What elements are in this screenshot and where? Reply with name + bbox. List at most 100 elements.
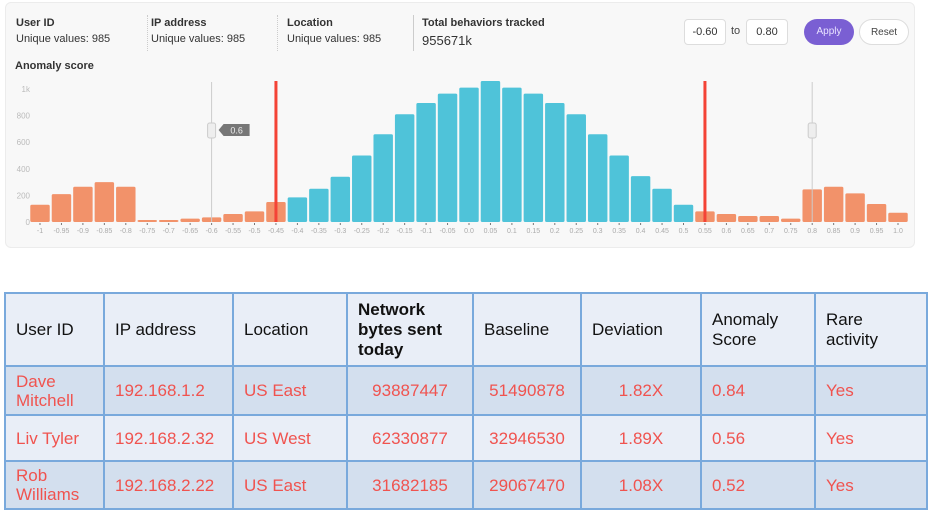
cell-anomaly-score: 0.56 xyxy=(700,414,816,462)
bar xyxy=(287,197,308,222)
bar xyxy=(394,114,415,222)
stat-user-id: User ID Unique values: 985 xyxy=(16,17,111,45)
bar xyxy=(437,93,458,222)
bar xyxy=(630,176,651,222)
header-baseline: Baseline xyxy=(472,292,582,367)
bar xyxy=(309,188,329,222)
divider xyxy=(147,15,148,51)
x-tick-label: 0.45 xyxy=(655,228,669,235)
bar xyxy=(480,81,501,223)
x-tick-label: -0.65 xyxy=(182,228,198,235)
x-tick-label: 0.15 xyxy=(527,228,541,235)
y-tick-label: 600 xyxy=(17,138,31,147)
slider-handle[interactable] xyxy=(807,122,817,139)
bar xyxy=(116,186,136,222)
header-location: Location xyxy=(232,292,348,367)
x-tick-label: 0.6 xyxy=(722,228,732,235)
x-tick-label: -0.6 xyxy=(206,228,218,235)
slider-handle[interactable] xyxy=(207,122,217,139)
cell-bytes: 31682185 xyxy=(346,460,474,510)
x-tick-label: 0.4 xyxy=(636,228,646,235)
bar xyxy=(223,214,243,222)
range-to-input[interactable]: 0.80 xyxy=(746,19,788,45)
bar xyxy=(373,134,393,222)
cell-baseline: 29067470 xyxy=(472,460,582,510)
table-row: Dave Mitchell 192.168.1.2 US East 93887447 5… xyxy=(4,365,928,416)
x-tick-label: 0.05 xyxy=(484,228,498,235)
anomaly-histogram: 0 200 400 600 800 1k -1 -0.95 -0.9 -0.85 -0.8 -0.75… xyxy=(17,81,908,235)
x-tick-label: 0.65 xyxy=(741,228,755,235)
stat-total-behaviors: Total behaviors tracked 955671k xyxy=(422,17,545,48)
x-tick-label: -0.4 xyxy=(291,228,303,235)
bar xyxy=(781,218,801,222)
bar xyxy=(416,102,436,222)
bar xyxy=(673,204,694,222)
bar xyxy=(587,134,608,222)
x-tick-label: -1 xyxy=(37,228,43,235)
cell-anomaly-score: 0.84 xyxy=(700,365,816,416)
bar xyxy=(244,211,265,222)
divider xyxy=(413,15,414,51)
x-tick-label: -0.5 xyxy=(248,228,260,235)
x-tick-label: 0.3 xyxy=(593,228,603,235)
x-tick-label: 0.35 xyxy=(612,228,626,235)
x-tick-label: 0.25 xyxy=(569,228,583,235)
slider-value-tooltip xyxy=(218,124,250,136)
y-tick-label: 400 xyxy=(17,165,31,174)
x-tick-label: 0.8 xyxy=(807,228,817,235)
cell-deviation: 1.89X xyxy=(580,414,702,462)
cell-user-id: Liv Tyler xyxy=(4,414,105,462)
cell-ip: 192.168.2.22 xyxy=(103,460,234,510)
x-tick-label: -0.1 xyxy=(420,228,432,235)
bar xyxy=(652,188,672,222)
threshold-line xyxy=(703,81,707,222)
header-user-id: User ID xyxy=(4,292,105,367)
table-row: Rob Williams 192.168.2.22 US East 31682185 2… xyxy=(4,460,928,510)
bar xyxy=(180,218,200,222)
y-tick-label: 200 xyxy=(17,191,31,200)
header-ip: IP address xyxy=(103,292,234,367)
y-tick-label: 800 xyxy=(17,112,31,121)
bar xyxy=(823,186,844,222)
bar xyxy=(866,204,887,222)
x-tick-label: -0.45 xyxy=(268,228,284,235)
cell-location: US East xyxy=(232,460,348,510)
table-header-row: User ID IP address Location Network byte… xyxy=(4,292,928,367)
bar xyxy=(523,93,544,222)
divider xyxy=(277,15,278,51)
x-tick-label: -0.55 xyxy=(225,228,241,235)
x-tick-label: -0.25 xyxy=(354,228,370,235)
x-tick-label: -0.7 xyxy=(163,228,175,235)
cell-deviation: 1.08X xyxy=(580,460,702,510)
header-anomaly-score: Anomaly Score xyxy=(700,292,816,367)
bar xyxy=(502,87,522,222)
bar xyxy=(352,155,372,222)
x-tick-label: 0.5 xyxy=(679,228,689,235)
bar xyxy=(51,194,72,222)
apply-button[interactable]: Apply xyxy=(804,19,854,45)
cell-location: US West xyxy=(232,414,348,462)
bar xyxy=(759,216,780,222)
reset-button[interactable]: Reset xyxy=(859,19,909,45)
cell-deviation: 1.82X xyxy=(580,365,702,416)
bar xyxy=(716,214,737,222)
x-tick-label: -0.15 xyxy=(397,228,413,235)
cell-rare-activity: Yes xyxy=(814,365,928,416)
anomaly-table: User ID IP address Location Network byte… xyxy=(4,292,928,510)
bar xyxy=(609,155,629,222)
cell-location: US East xyxy=(232,365,348,416)
cell-bytes: 62330877 xyxy=(346,414,474,462)
bar xyxy=(845,193,865,222)
bar xyxy=(137,220,157,222)
x-tick-label: 0.85 xyxy=(827,228,841,235)
x-tick-label: 0.75 xyxy=(784,228,798,235)
x-tick-label: 1.0 xyxy=(893,228,903,235)
header-rare-activity: Rare activity xyxy=(814,292,928,367)
x-tick-label: -0.95 xyxy=(53,228,69,235)
x-tick-label: 0.0 xyxy=(464,228,474,235)
x-tick-label: 0.9 xyxy=(850,228,860,235)
stat-location: Location Unique values: 985 xyxy=(287,17,382,45)
range-from-input[interactable]: -0.60 xyxy=(684,19,726,45)
cell-baseline: 32946530 xyxy=(472,414,582,462)
bar xyxy=(545,102,565,222)
